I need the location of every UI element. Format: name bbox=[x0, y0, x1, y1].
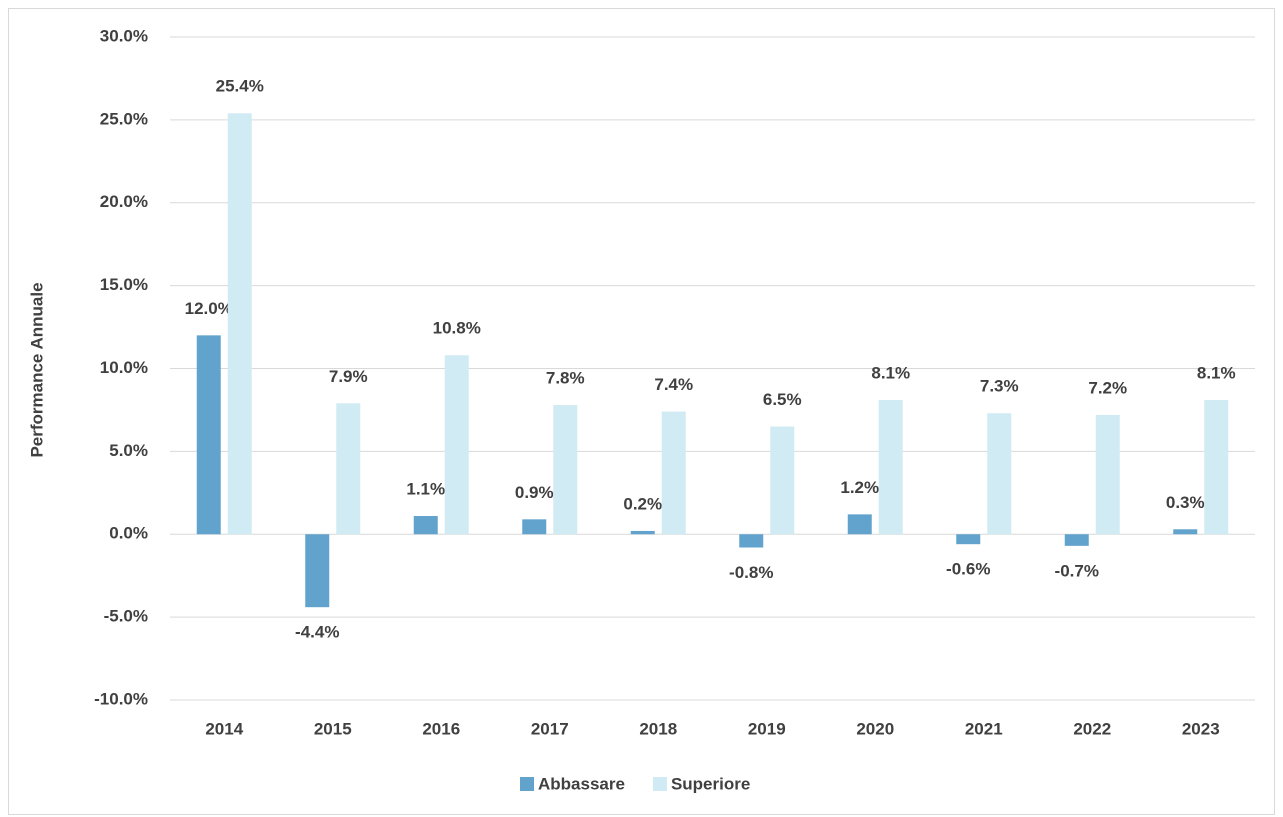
data-label: 6.5% bbox=[763, 390, 802, 409]
bar bbox=[1204, 399, 1229, 535]
bar bbox=[956, 534, 981, 545]
x-tick-label: 2017 bbox=[531, 719, 569, 738]
y-tick-label: -10.0% bbox=[94, 689, 148, 708]
legend-label: Abbassare bbox=[538, 774, 625, 793]
bar bbox=[770, 426, 795, 535]
y-tick-label: 10.0% bbox=[100, 358, 148, 377]
y-tick-label: 15.0% bbox=[100, 275, 148, 294]
y-tick-label: -5.0% bbox=[104, 607, 148, 626]
x-tick-label: 2014 bbox=[205, 719, 243, 738]
data-label: 8.1% bbox=[871, 363, 910, 382]
bar bbox=[227, 113, 252, 535]
y-tick-label: 5.0% bbox=[109, 441, 148, 460]
y-tick-label: 20.0% bbox=[100, 192, 148, 211]
data-label: 25.4% bbox=[216, 77, 264, 96]
data-label: 7.2% bbox=[1088, 378, 1127, 397]
bar bbox=[522, 519, 547, 535]
bar bbox=[1064, 534, 1089, 546]
data-label: 12.0% bbox=[185, 299, 233, 318]
data-label: 1.2% bbox=[840, 478, 879, 497]
x-tick-label: 2023 bbox=[1182, 719, 1220, 738]
data-label: -4.4% bbox=[295, 623, 339, 642]
data-label: 0.3% bbox=[1166, 493, 1205, 512]
data-label: -0.8% bbox=[729, 563, 773, 582]
bar bbox=[630, 530, 655, 535]
data-label: 7.4% bbox=[654, 375, 693, 394]
legend-swatch bbox=[520, 777, 534, 791]
y-tick-label: 0.0% bbox=[109, 524, 148, 543]
data-label: 0.9% bbox=[515, 483, 554, 502]
x-tick-label: 2015 bbox=[314, 719, 352, 738]
legend-swatch bbox=[652, 777, 667, 791]
bar bbox=[661, 411, 686, 535]
bar bbox=[336, 403, 361, 535]
data-label: 7.3% bbox=[980, 377, 1019, 396]
x-tick-label: 2019 bbox=[748, 719, 786, 738]
bar bbox=[1095, 414, 1120, 535]
bar bbox=[1173, 529, 1198, 535]
bar bbox=[987, 413, 1012, 535]
bar bbox=[878, 399, 903, 535]
bar bbox=[739, 534, 764, 548]
x-tick-label: 2016 bbox=[422, 719, 460, 738]
x-tick-label: 2022 bbox=[1073, 719, 1111, 738]
x-tick-label: 2018 bbox=[639, 719, 677, 738]
data-label: 7.8% bbox=[546, 368, 585, 387]
data-label: 1.1% bbox=[406, 480, 445, 499]
bar bbox=[444, 355, 469, 535]
x-tick-label: 2021 bbox=[965, 719, 1003, 738]
y-axis-title: Performance Annuale bbox=[27, 282, 46, 457]
legend-label: Superiore bbox=[671, 774, 750, 793]
data-label: 10.8% bbox=[433, 319, 481, 338]
y-tick-label: 25.0% bbox=[100, 109, 148, 128]
data-label: -0.6% bbox=[946, 560, 990, 579]
data-label: 7.9% bbox=[329, 367, 368, 386]
bar bbox=[196, 335, 221, 535]
bar bbox=[553, 404, 578, 535]
x-tick-label: 2020 bbox=[856, 719, 894, 738]
data-label: 8.1% bbox=[1197, 363, 1236, 382]
y-tick-label: 30.0% bbox=[100, 26, 148, 45]
bar bbox=[413, 516, 438, 535]
data-label: -0.7% bbox=[1055, 561, 1099, 580]
data-label: 0.2% bbox=[623, 494, 662, 513]
bar bbox=[847, 514, 872, 535]
bar bbox=[305, 534, 330, 608]
